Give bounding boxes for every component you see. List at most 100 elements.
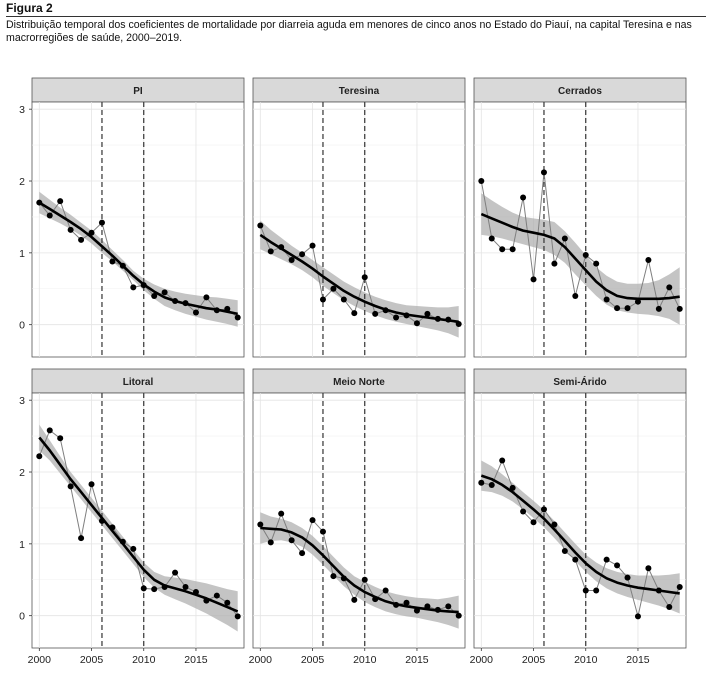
data-point — [78, 236, 85, 243]
data-point — [109, 524, 116, 531]
data-point — [372, 596, 379, 603]
data-point — [309, 517, 316, 524]
data-point — [213, 592, 220, 599]
data-point — [330, 573, 337, 580]
data-point — [109, 258, 116, 265]
confidence-band — [39, 191, 238, 327]
x-tick-label: 2005 — [522, 654, 546, 666]
panel-teresina: Teresina — [252, 77, 466, 358]
data-point — [67, 483, 74, 490]
x-tick-label: 2005 — [301, 654, 325, 666]
data-point — [551, 260, 558, 267]
data-point — [288, 257, 295, 264]
data-point — [257, 521, 264, 528]
data-point — [57, 198, 64, 205]
data-point — [224, 305, 231, 312]
confidence-band — [260, 220, 459, 338]
data-point — [676, 305, 683, 312]
data-point — [140, 585, 147, 592]
confidence-band — [481, 193, 680, 325]
data-point — [582, 587, 589, 594]
data-point — [655, 305, 662, 312]
data-point — [267, 248, 274, 255]
panel-title: Semi-Árido — [553, 375, 606, 388]
y-tick-label: 3 — [19, 104, 25, 116]
data-point — [151, 292, 158, 299]
data-point — [561, 548, 568, 555]
data-point — [351, 310, 358, 317]
data-point — [530, 519, 537, 526]
data-point — [488, 481, 495, 488]
data-point — [203, 597, 210, 604]
data-point — [434, 606, 441, 613]
header-rule — [6, 16, 706, 17]
y-tick-label: 1 — [19, 248, 25, 260]
confidence-band — [39, 424, 238, 632]
data-point — [634, 613, 641, 620]
data-point — [488, 235, 495, 242]
data-point — [88, 481, 95, 488]
data-point — [530, 276, 537, 283]
panel-cerrados: Cerrados — [473, 77, 687, 358]
panel-strip — [473, 368, 687, 394]
data-point — [424, 310, 431, 317]
y-tick-label: 2 — [19, 467, 25, 479]
y-tick-label: 1 — [19, 539, 25, 551]
data-point — [67, 226, 74, 233]
trend-line — [480, 474, 680, 595]
y-tick-label: 0 — [19, 320, 25, 332]
data-point — [319, 296, 326, 303]
x-tick-label: 2010 — [574, 654, 598, 666]
x-tick-label: 2015 — [184, 654, 208, 666]
trend-line — [259, 233, 459, 324]
data-point — [299, 550, 306, 557]
data-point — [130, 545, 137, 552]
panel-title: Cerrados — [558, 86, 602, 97]
data-point — [413, 607, 420, 614]
x-tick-label: 2010 — [353, 654, 377, 666]
data-point — [46, 427, 53, 434]
data-point — [98, 219, 105, 226]
data-point — [676, 583, 683, 590]
data-point — [372, 310, 379, 317]
observed-series-line — [481, 459, 681, 617]
data-point — [36, 199, 43, 206]
data-point — [224, 599, 231, 606]
panel-strip — [252, 368, 466, 394]
panel-title: Meio Norte — [333, 377, 385, 388]
data-point — [161, 289, 168, 296]
data-point — [455, 320, 462, 327]
data-point — [593, 260, 600, 267]
data-point — [234, 613, 241, 620]
data-point — [540, 169, 547, 176]
data-point — [424, 603, 431, 610]
data-point — [666, 604, 673, 611]
data-point — [88, 229, 95, 236]
data-point — [340, 575, 347, 582]
data-point — [330, 285, 337, 292]
x-tick-label: 2000 — [470, 654, 494, 666]
x-tick-label: 2000 — [28, 654, 52, 666]
data-point — [666, 284, 673, 291]
data-point — [140, 282, 147, 289]
data-point — [36, 453, 43, 460]
y-tick-label: 3 — [19, 395, 25, 407]
data-point — [478, 479, 485, 486]
trend-line — [38, 436, 239, 613]
data-point — [192, 588, 199, 595]
trend-line — [260, 526, 459, 614]
data-point — [551, 521, 558, 528]
data-point — [161, 583, 168, 590]
data-point — [403, 599, 410, 606]
data-point — [309, 242, 316, 249]
data-point — [203, 294, 210, 301]
data-point — [130, 284, 137, 291]
data-point — [624, 305, 631, 312]
figure-header: Figura 2 Distribuição temporal dos coefi… — [6, 2, 706, 45]
data-point — [614, 305, 621, 312]
figure-caption: Distribuição temporal dos coeficientes d… — [6, 19, 692, 44]
data-point — [57, 435, 64, 442]
x-tick-label: 2015 — [626, 654, 650, 666]
data-point — [434, 315, 441, 322]
